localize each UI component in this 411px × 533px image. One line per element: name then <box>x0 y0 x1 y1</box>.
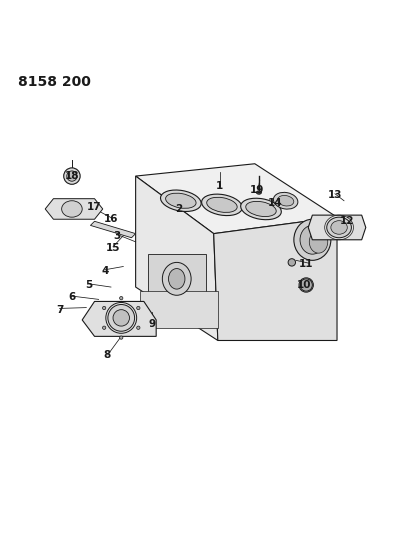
Ellipse shape <box>288 259 296 266</box>
Polygon shape <box>136 176 218 341</box>
Ellipse shape <box>162 262 191 295</box>
Text: 8: 8 <box>103 350 111 360</box>
Text: 18: 18 <box>65 171 79 181</box>
Ellipse shape <box>302 281 310 289</box>
Text: 9: 9 <box>148 319 156 329</box>
Text: 13: 13 <box>328 190 342 199</box>
Ellipse shape <box>120 296 123 300</box>
Polygon shape <box>45 199 103 219</box>
Ellipse shape <box>256 191 261 194</box>
Text: 4: 4 <box>101 265 109 276</box>
Text: 17: 17 <box>87 202 102 212</box>
Text: 8158 200: 8158 200 <box>18 75 91 90</box>
Ellipse shape <box>62 201 82 217</box>
Ellipse shape <box>277 196 294 206</box>
Ellipse shape <box>331 221 347 234</box>
Text: 7: 7 <box>56 305 63 314</box>
Ellipse shape <box>327 217 351 238</box>
Ellipse shape <box>102 326 106 329</box>
Polygon shape <box>136 164 337 233</box>
Ellipse shape <box>166 193 196 208</box>
Ellipse shape <box>137 326 140 329</box>
Text: 15: 15 <box>106 243 120 253</box>
Ellipse shape <box>202 194 242 215</box>
Polygon shape <box>308 215 366 240</box>
Ellipse shape <box>299 278 313 292</box>
Ellipse shape <box>113 310 129 326</box>
Polygon shape <box>90 221 136 238</box>
Ellipse shape <box>273 192 298 209</box>
Text: 11: 11 <box>299 260 314 270</box>
Polygon shape <box>214 217 337 341</box>
Polygon shape <box>82 302 156 336</box>
Polygon shape <box>148 254 206 300</box>
Text: 2: 2 <box>175 204 182 214</box>
Text: 16: 16 <box>104 214 118 224</box>
Ellipse shape <box>161 190 201 212</box>
Text: 5: 5 <box>85 280 92 290</box>
Polygon shape <box>140 291 218 328</box>
Text: 6: 6 <box>68 292 76 302</box>
Ellipse shape <box>120 336 123 339</box>
Ellipse shape <box>64 168 80 184</box>
Ellipse shape <box>300 225 325 254</box>
Ellipse shape <box>300 279 312 291</box>
Ellipse shape <box>294 219 331 260</box>
Ellipse shape <box>207 197 237 213</box>
Text: 3: 3 <box>113 231 121 241</box>
Ellipse shape <box>102 306 106 310</box>
Ellipse shape <box>108 304 135 331</box>
Ellipse shape <box>246 201 276 216</box>
Ellipse shape <box>309 231 328 253</box>
Ellipse shape <box>137 306 140 310</box>
Ellipse shape <box>67 171 77 181</box>
Text: 14: 14 <box>268 198 283 208</box>
Ellipse shape <box>241 198 281 220</box>
Text: 12: 12 <box>340 216 355 227</box>
Text: 10: 10 <box>297 280 312 290</box>
Text: 1: 1 <box>216 181 224 191</box>
Ellipse shape <box>169 269 185 289</box>
Text: 19: 19 <box>250 185 264 196</box>
